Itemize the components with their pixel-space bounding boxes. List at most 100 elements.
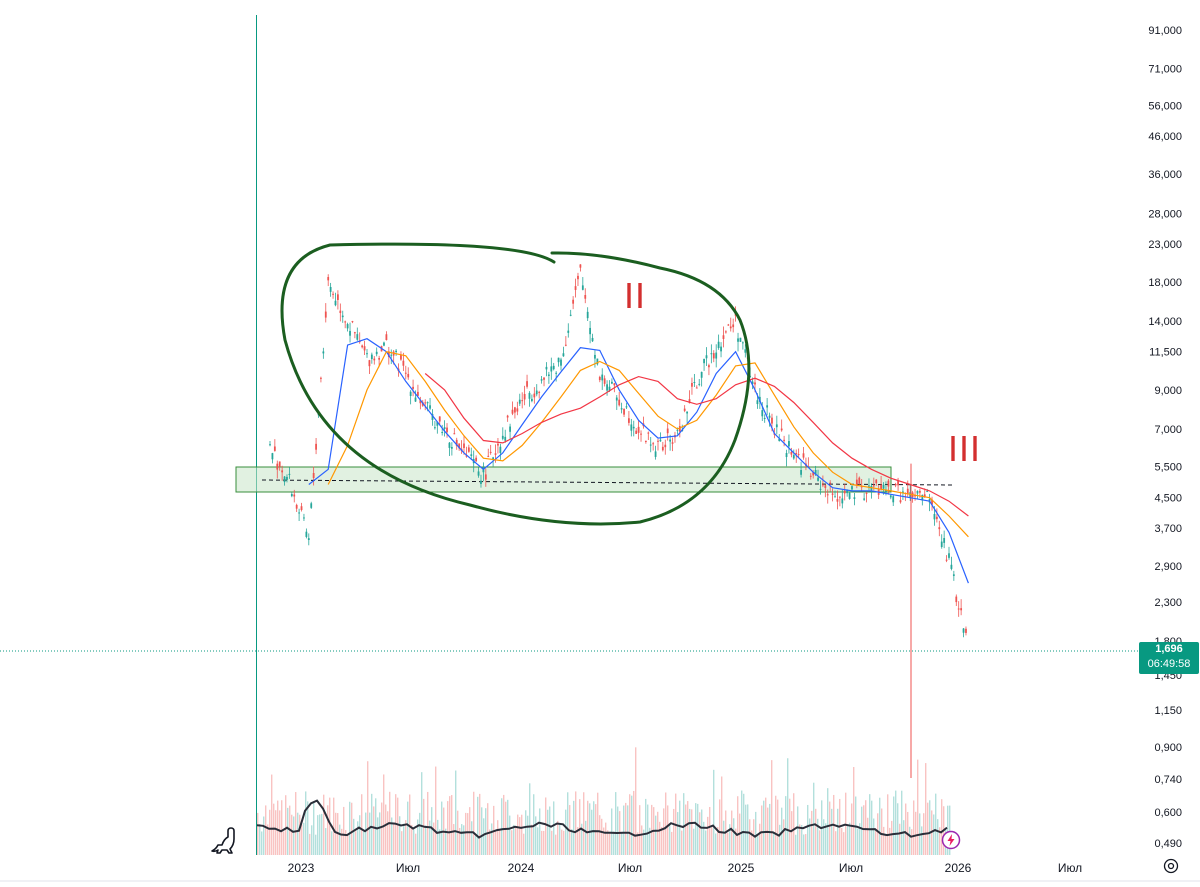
volume-bar: [515, 825, 517, 855]
volume-bar: [441, 801, 443, 855]
volume-bar: [471, 821, 473, 855]
volume-bar: [367, 761, 369, 855]
candle-body: [477, 471, 480, 476]
candle-body: [625, 406, 628, 408]
volume-bar: [641, 825, 643, 855]
candle-body: [370, 354, 373, 360]
candle-body: [349, 330, 351, 336]
volume-bar: [829, 801, 831, 855]
wave-circle-annotation[interactable]: [280, 242, 751, 526]
wave-2-annotation: II: [624, 275, 647, 316]
candle-body: [400, 355, 402, 360]
candle-body: [725, 331, 727, 333]
candle-body: [698, 383, 701, 385]
volume-bar: [897, 803, 899, 855]
volume-bar: [625, 802, 627, 855]
candle-body: [334, 300, 337, 306]
volume-bar: [585, 820, 587, 855]
volume-bar: [759, 823, 761, 855]
candle-body: [865, 492, 868, 494]
volume-bar: [587, 800, 589, 855]
candle-body: [695, 387, 698, 389]
support-level-line[interactable]: [261, 479, 953, 486]
candle-body: [528, 392, 531, 399]
candle-body: [943, 538, 946, 543]
candle-body: [705, 355, 708, 359]
candle-body: [628, 418, 630, 423]
volume-bar: [465, 812, 467, 855]
volume-bar: [339, 824, 341, 855]
candle-body: [499, 446, 502, 454]
candle-body: [480, 480, 482, 484]
price-axis-label: 28,000: [1148, 208, 1182, 220]
volume-bar: [343, 806, 345, 855]
candle-body: [829, 482, 832, 484]
candle-body: [940, 541, 943, 548]
flash-icon[interactable]: [941, 830, 961, 850]
volume-bar: [655, 815, 657, 855]
candle-body: [419, 400, 422, 404]
candle-body: [754, 382, 756, 385]
candle-body: [948, 553, 950, 558]
volume-bar: [749, 819, 751, 855]
volume-bar: [411, 824, 413, 855]
candle-body: [547, 374, 550, 376]
candle-body: [962, 628, 965, 633]
candle-body: [562, 353, 565, 357]
candle-body: [853, 497, 856, 499]
volume-bar: [745, 804, 747, 855]
candle-body: [278, 461, 281, 467]
price-axis-label: 0,900: [1154, 742, 1182, 754]
volume-bar: [589, 803, 591, 855]
price-axis-label: 2,900: [1154, 561, 1182, 573]
candle-body: [324, 311, 327, 318]
candle-body: [577, 275, 579, 280]
volume-bar: [699, 812, 701, 855]
volume-bar: [579, 799, 581, 855]
volume-bar: [353, 818, 355, 855]
settings-icon[interactable]: [1162, 857, 1180, 875]
candle-body: [659, 439, 662, 442]
candle-body: [487, 455, 490, 457]
volume-bar: [785, 796, 787, 855]
volume-bar: [597, 792, 599, 855]
candle-body: [729, 326, 732, 329]
candle-body: [618, 399, 621, 406]
volume-bar: [933, 814, 935, 855]
candle-body: [715, 352, 718, 359]
volume-bar: [415, 833, 417, 855]
volume-bar: [413, 829, 415, 855]
candle-body: [632, 426, 635, 429]
volume-bar: [397, 797, 399, 855]
candle-body: [892, 496, 895, 503]
candle-body: [463, 443, 465, 449]
volume-bar: [755, 811, 757, 855]
candle-body: [851, 486, 853, 490]
candle-body: [412, 386, 414, 389]
volume-bar: [671, 831, 673, 855]
volume-bar: [335, 812, 337, 855]
support-zone[interactable]: [235, 466, 892, 493]
candle-body: [819, 488, 822, 490]
candle-body: [931, 499, 933, 505]
candle-body: [356, 334, 359, 340]
candle-body: [960, 608, 963, 611]
volume-bar: [871, 800, 873, 855]
volume-bar: [325, 828, 327, 855]
volume-bar: [521, 814, 523, 855]
candle-body: [669, 439, 672, 442]
volume-bar: [317, 815, 319, 855]
volume-bar: [299, 814, 301, 855]
volume-bar: [795, 834, 797, 855]
candle-body: [606, 384, 608, 391]
volume-bar: [295, 792, 297, 855]
candle-body: [952, 574, 955, 576]
volume-bar: [267, 824, 269, 855]
volume-bar: [763, 800, 765, 855]
volume-bar: [511, 830, 513, 855]
candle-body: [703, 358, 705, 364]
volume-bar: [637, 832, 639, 855]
candle-body: [341, 315, 344, 318]
candle-body: [276, 463, 279, 470]
